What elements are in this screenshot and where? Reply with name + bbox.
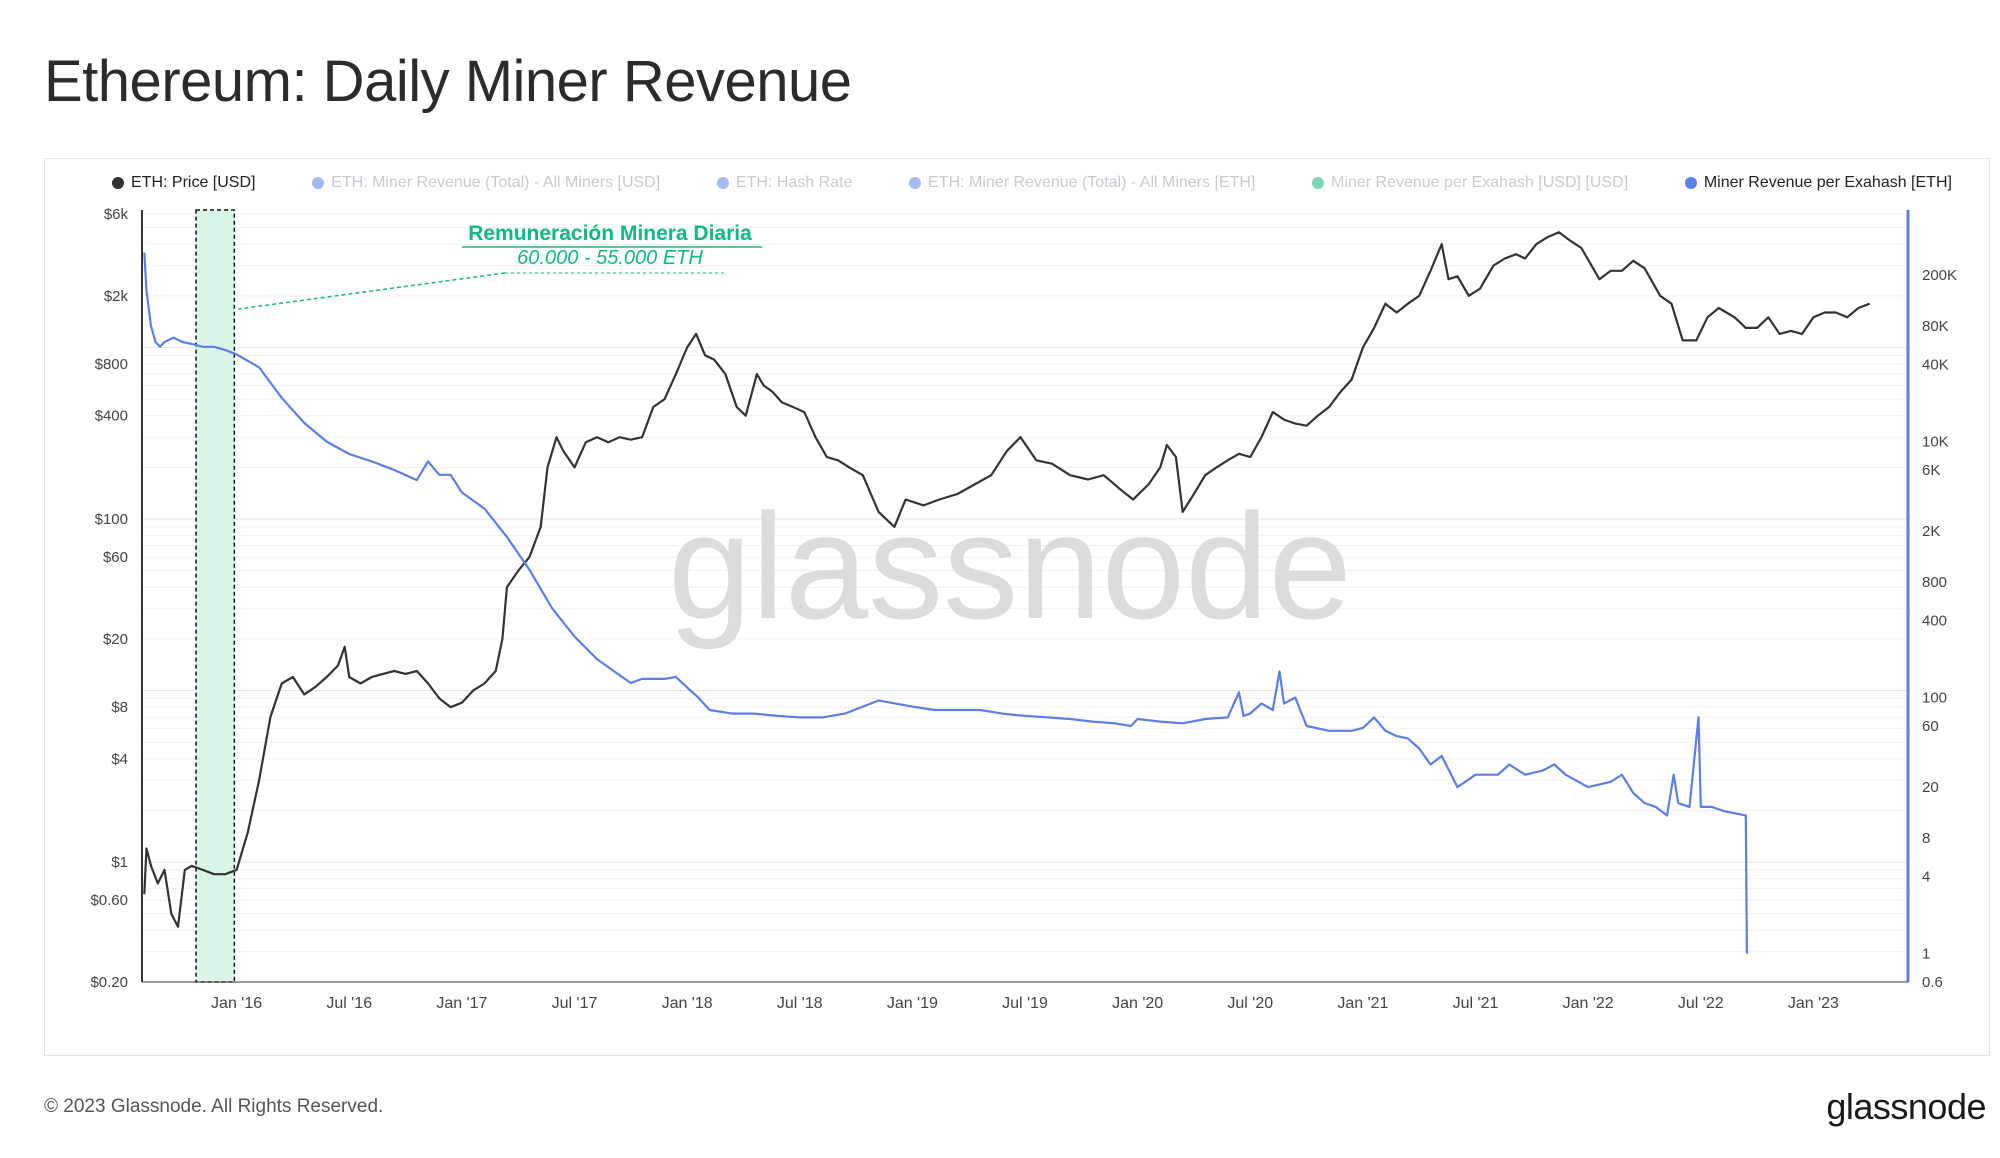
- legend-label: ETH: Miner Revenue (Total) - All Miners …: [331, 174, 661, 191]
- page-title: Ethereum: Daily Miner Revenue: [44, 49, 852, 114]
- legend-dot-icon: [909, 177, 922, 189]
- legend-label: ETH: Hash Rate: [735, 174, 853, 191]
- legend-dot-icon: [312, 177, 325, 189]
- legend-dot-icon: [1312, 177, 1325, 189]
- legend-dot-icon: [112, 177, 124, 189]
- legend-item-revenue-eth[interactable]: ETH: Miner Revenue (Total) - All Miners …: [909, 174, 1255, 192]
- legend-dot-icon: [1684, 177, 1697, 189]
- brand-logo[interactable]: glassnode: [1826, 1086, 1986, 1127]
- legend-dot-icon: [716, 177, 729, 189]
- legend-item-eth-price[interactable]: ETH: Price [USD]: [112, 174, 255, 192]
- legend-label: Miner Revenue per Exahash [USD] [USD]: [1331, 174, 1629, 191]
- legend-item-rev-per-eh-eth[interactable]: Miner Revenue per Exahash [ETH]: [1684, 174, 1952, 192]
- legend-label: ETH: Price [USD]: [131, 174, 256, 191]
- legend-item-hash-rate[interactable]: ETH: Hash Rate: [716, 174, 853, 192]
- legend-label: Miner Revenue per Exahash [ETH]: [1703, 174, 1952, 191]
- legend-label: ETH: Miner Revenue (Total) - All Miners …: [928, 174, 1256, 191]
- chart-legend: ETH: Price [USD] ETH: Miner Revenue (Tot…: [112, 174, 1952, 192]
- chart-frame: [44, 158, 1990, 1056]
- legend-item-revenue-usd[interactable]: ETH: Miner Revenue (Total) - All Miners …: [312, 174, 660, 192]
- copyright-text: © 2023 Glassnode. All Rights Reserved.: [44, 1096, 384, 1117]
- legend-item-rev-per-eh-usd[interactable]: Miner Revenue per Exahash [USD] [USD]: [1312, 174, 1628, 192]
